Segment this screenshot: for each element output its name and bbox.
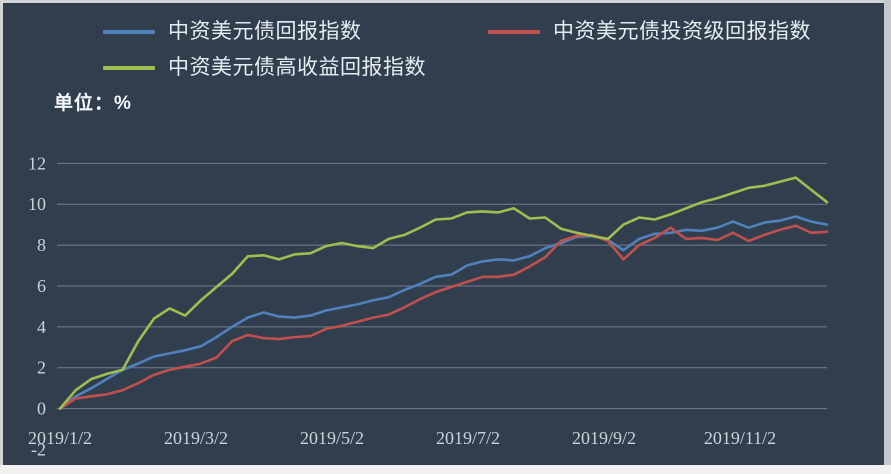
x-tick-label: 2019/3/2: [164, 428, 228, 448]
y-tick-label: 2: [37, 358, 46, 378]
x-tick-label: 2019/5/2: [300, 428, 364, 448]
y-tick-label: 0: [37, 399, 46, 419]
legend-item-return-index: 中资美元债回报指数: [103, 19, 362, 45]
legend-label: 中资美元债投资级回报指数: [553, 20, 811, 43]
x-tick-label: 2019/11/2: [704, 428, 776, 448]
legend-item-investment-grade-index: 中资美元债投资级回报指数: [488, 19, 811, 45]
y-tick-label: 6: [37, 276, 46, 296]
series-line-中资美元债高收益回报指数: [58, 176, 829, 410]
legend-item-high-yield-index: 中资美元债高收益回报指数: [103, 55, 426, 81]
x-tick-label: 2019/7/2: [436, 428, 500, 448]
x-tick-label: 2019/9/2: [572, 428, 636, 448]
frame-left: [0, 0, 3, 474]
legend-line-red: [488, 30, 540, 34]
unit-label: 单位：%: [54, 93, 132, 114]
legend-line-green: [103, 66, 155, 70]
legend-line-blue: [103, 30, 155, 34]
frame-top: [0, 0, 891, 3]
series-line-中资美元债回报指数: [58, 215, 829, 410]
series-line-中资美元债投资级回报指数: [58, 224, 829, 410]
x-tick-label: 2019/1/2: [28, 428, 92, 448]
frame-right: [884, 0, 891, 474]
y-tick-label: 8: [37, 235, 46, 255]
frame-bottom: [0, 465, 891, 474]
y-tick-label: 4: [37, 317, 46, 337]
legend-label: 中资美元债高收益回报指数: [168, 56, 426, 79]
y-tick-label: 12: [28, 153, 46, 173]
y-tick-label: -2: [31, 439, 46, 459]
legend-label: 中资美元债回报指数: [168, 20, 362, 43]
y-tick-label: 10: [28, 194, 46, 214]
